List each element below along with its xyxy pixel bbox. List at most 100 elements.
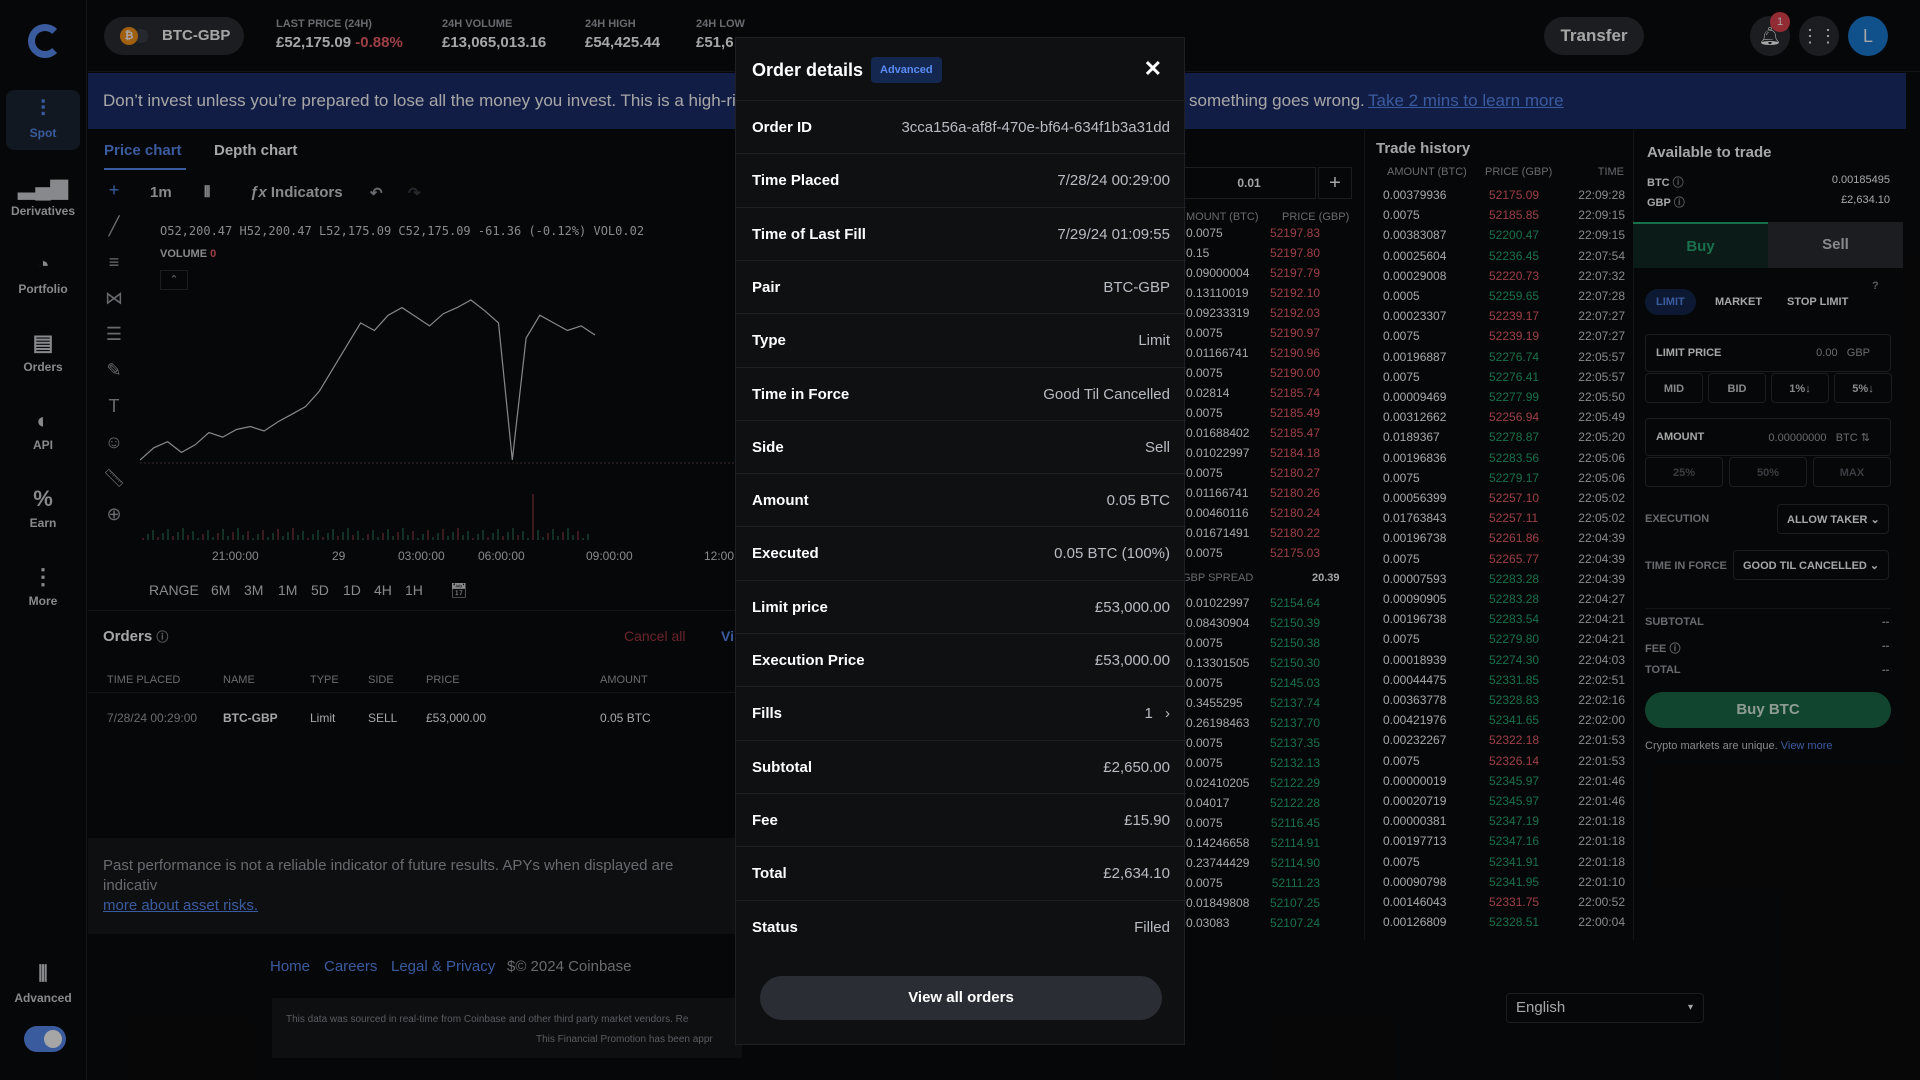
range-1h[interactable]: 1H bbox=[405, 582, 423, 598]
orderbook-row[interactable]: 0.01671491 52180.22 bbox=[1184, 526, 1364, 546]
candle-type-icon[interactable]: ⫴ bbox=[204, 184, 211, 201]
orderbook-row[interactable]: 0.23744429 52114.90 bbox=[1184, 856, 1364, 876]
sidebar-item-spot[interactable]: ⫶ Spot bbox=[6, 90, 80, 150]
view-link[interactable]: Vi bbox=[721, 628, 734, 644]
brush-icon[interactable]: ✎ bbox=[106, 360, 122, 380]
orderbook-row[interactable]: 0.08430904 52150.39 bbox=[1184, 616, 1364, 636]
coinbase-logo-icon[interactable] bbox=[28, 24, 62, 58]
orderbook-row[interactable]: 0.13110019 52192.10 bbox=[1184, 286, 1364, 306]
text-icon[interactable]: T bbox=[108, 396, 120, 416]
redo-icon[interactable]: ↷ bbox=[408, 185, 421, 202]
tab-depth-chart[interactable]: Depth chart bbox=[214, 142, 298, 159]
view-all-orders-button[interactable]: View all orders bbox=[760, 976, 1162, 1020]
orderbook-row[interactable]: 0.0075 52190.00 bbox=[1184, 366, 1364, 386]
orderbook-row[interactable]: 0.00460116 52180.24 bbox=[1184, 506, 1364, 526]
asset-risks-link[interactable]: more about asset risks. bbox=[103, 897, 259, 914]
range-6m[interactable]: 6M bbox=[211, 582, 231, 598]
step-size-input[interactable]: 0.01 bbox=[1182, 167, 1316, 199]
max-button[interactable]: MAX bbox=[1813, 457, 1891, 487]
plus-icon[interactable]: + bbox=[1318, 167, 1352, 199]
orderbook-row[interactable]: 0.3455295 52137.74 bbox=[1184, 696, 1364, 716]
orderbook-row[interactable]: 0.01022997 52184.18 bbox=[1184, 446, 1364, 466]
range-5d[interactable]: 5D bbox=[311, 582, 329, 598]
footer-home-link[interactable]: Home bbox=[270, 958, 311, 975]
orderbook-row[interactable]: 0.01849808 52107.25 bbox=[1184, 896, 1364, 916]
apps-button[interactable]: ⋮⋮ bbox=[1799, 16, 1839, 56]
orderbook-row[interactable]: 0.13301505 52150.30 bbox=[1184, 656, 1364, 676]
sidebar-item-portfolio[interactable]: ◔ Portfolio bbox=[6, 246, 80, 306]
sidebar-item-orders[interactable]: ▤ Orders bbox=[6, 324, 80, 384]
order-type-market[interactable]: MARKET bbox=[1715, 296, 1763, 308]
limit-price-field[interactable]: LIMIT PRICE 0.00 GBP bbox=[1645, 334, 1891, 372]
collapse-icon[interactable]: ⌃ bbox=[160, 270, 188, 290]
range-1m[interactable]: 1M bbox=[278, 582, 298, 598]
pattern-icon[interactable]: ⋈ bbox=[105, 288, 123, 308]
orderbook-row[interactable]: 0.26198463 52137.70 bbox=[1184, 716, 1364, 736]
orderbook-row[interactable]: 0.01022997 52154.64 bbox=[1184, 596, 1364, 616]
footer-legal-link[interactable]: Legal & Privacy bbox=[391, 958, 496, 975]
sidebar-item-derivatives[interactable]: ▂▄▆ Derivatives bbox=[6, 168, 80, 228]
orderbook-row[interactable]: 0.04017 52122.28 bbox=[1184, 796, 1364, 816]
orderbook-row[interactable]: 0.0075 52190.97 bbox=[1184, 326, 1364, 346]
trend-line-icon[interactable]: ╱ bbox=[108, 216, 120, 236]
orderbook-row[interactable]: 0.0075 52132.13 bbox=[1184, 756, 1364, 776]
detail-row-fills[interactable]: Fills 1 › bbox=[736, 686, 1186, 739]
orderbook-row[interactable]: 0.01166741 52190.96 bbox=[1184, 346, 1364, 366]
tab-price-chart[interactable]: Price chart bbox=[104, 142, 182, 159]
one-pct-button[interactable]: 1%↓ bbox=[1771, 373, 1829, 403]
orderbook-row[interactable]: 0.01166741 52180.26 bbox=[1184, 486, 1364, 506]
sell-tab[interactable]: Sell bbox=[1768, 222, 1903, 268]
pair-selector[interactable]: ₿ BTC-GBP bbox=[104, 17, 244, 55]
footer-careers-link[interactable]: Careers bbox=[324, 958, 378, 975]
bid-button[interactable]: BID bbox=[1708, 373, 1766, 403]
order-type-stop-limit[interactable]: STOP LIMIT bbox=[1787, 296, 1849, 308]
orderbook-row[interactable]: 0.0075 52111.23 bbox=[1184, 876, 1364, 896]
calendar-icon[interactable]: 📅︎ bbox=[450, 582, 468, 598]
orderbook-row[interactable]: 0.09233319 52192.03 bbox=[1184, 306, 1364, 326]
tif-select[interactable]: GOOD TIL CANCELLED ⌄ bbox=[1733, 550, 1889, 580]
orderbook-row[interactable]: 0.0075 52180.27 bbox=[1184, 466, 1364, 486]
buy-btc-button[interactable]: Buy BTC bbox=[1645, 692, 1891, 728]
orderbook-row[interactable]: 0.0075 52116.45 bbox=[1184, 816, 1364, 836]
ruler-icon[interactable]: 📏︎ bbox=[102, 468, 126, 488]
orderbook-row[interactable]: 0.0075 52197.83 bbox=[1184, 226, 1364, 246]
close-icon[interactable]: ✕ bbox=[1143, 56, 1162, 81]
range-4h[interactable]: 4H bbox=[374, 582, 392, 598]
order-type-limit[interactable]: LIMIT bbox=[1645, 289, 1696, 315]
orderbook-row[interactable]: 0.0075 52137.35 bbox=[1184, 736, 1364, 756]
view-more-link[interactable]: View more bbox=[1780, 740, 1833, 752]
undo-icon[interactable]: ↶ bbox=[370, 185, 383, 202]
interval-selector[interactable]: 1m bbox=[150, 184, 172, 201]
orderbook-row[interactable]: 0.02814 52185.74 bbox=[1184, 386, 1364, 406]
transfer-button[interactable]: Transfer bbox=[1544, 17, 1644, 55]
orderbook-row[interactable]: 0.03083 52107.24 bbox=[1184, 916, 1364, 936]
orderbook-row[interactable]: 0.15 52197.80 bbox=[1184, 246, 1364, 266]
fib-icon[interactable]: ☰ bbox=[105, 324, 123, 344]
orderbook-row[interactable]: 0.14246658 52114.91 bbox=[1184, 836, 1364, 856]
advanced-toggle[interactable] bbox=[24, 1026, 66, 1052]
buy-tab[interactable]: Buy bbox=[1633, 222, 1768, 268]
price-chart[interactable] bbox=[140, 280, 735, 545]
sidebar-item-more[interactable]: ⋮ More bbox=[6, 558, 80, 618]
zoom-icon[interactable]: ⊕ bbox=[106, 504, 122, 524]
sidebar-item-earn[interactable]: % Earn bbox=[6, 480, 80, 540]
five-pct-button[interactable]: 5%↓ bbox=[1834, 373, 1892, 403]
amount-field[interactable]: AMOUNT 0.00000000 BTC ⇅ bbox=[1645, 418, 1891, 456]
indicators-button[interactable]: ƒx Indicators bbox=[250, 184, 343, 201]
horizontal-lines-icon[interactable]: ≡ bbox=[108, 252, 120, 272]
range-3m[interactable]: 3M bbox=[244, 582, 264, 598]
orderbook-row[interactable]: 0.0075 52175.03 bbox=[1184, 546, 1364, 566]
cancel-all-button[interactable]: Cancel all bbox=[624, 628, 686, 644]
pct-50-button[interactable]: 50% bbox=[1729, 457, 1807, 487]
help-icon[interactable]: ? bbox=[1872, 280, 1879, 292]
pct-25-button[interactable]: 25% bbox=[1645, 457, 1723, 487]
crosshair-icon[interactable]: + bbox=[108, 180, 120, 200]
range-1d[interactable]: 1D bbox=[343, 582, 361, 598]
emoji-icon[interactable]: ☺ bbox=[104, 432, 124, 452]
sidebar-item-api[interactable]: ◐ API bbox=[6, 402, 80, 462]
orderbook-row[interactable]: 0.01688402 52185.47 bbox=[1184, 426, 1364, 446]
language-select[interactable]: English ▾ bbox=[1506, 993, 1704, 1023]
orderbook-row[interactable]: 0.0075 52145.03 bbox=[1184, 676, 1364, 696]
avatar[interactable]: L bbox=[1848, 16, 1888, 56]
orderbook-row[interactable]: 0.09000004 52197.79 bbox=[1184, 266, 1364, 286]
